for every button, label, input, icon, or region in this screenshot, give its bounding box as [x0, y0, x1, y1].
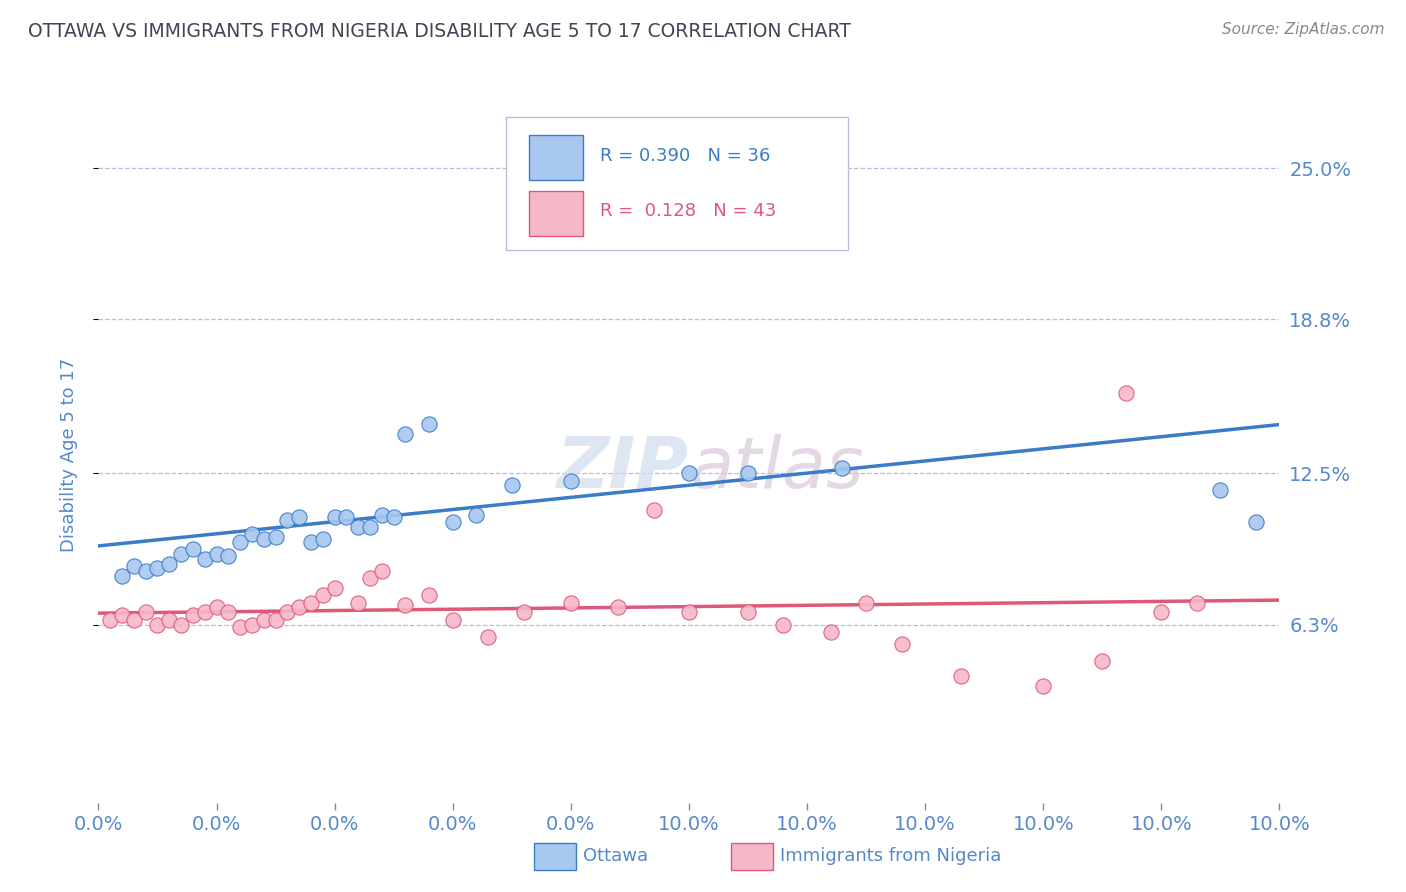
- Point: [122, 613, 145, 627]
- Point: [323, 581, 346, 595]
- Point: [312, 532, 335, 546]
- Point: [347, 596, 370, 610]
- Point: [560, 596, 582, 610]
- Text: OTTAWA VS IMMIGRANTS FROM NIGERIA DISABILITY AGE 5 TO 17 CORRELATION CHART: OTTAWA VS IMMIGRANTS FROM NIGERIA DISABI…: [28, 22, 851, 41]
- Point: [619, 235, 641, 249]
- Point: [135, 606, 157, 620]
- Point: [253, 613, 276, 627]
- Point: [205, 600, 228, 615]
- Y-axis label: Disability Age 5 to 17: Disability Age 5 to 17: [59, 358, 77, 552]
- Point: [205, 547, 228, 561]
- Point: [737, 606, 759, 620]
- Text: atlas: atlas: [689, 434, 863, 503]
- Point: [264, 530, 287, 544]
- Text: ZIP: ZIP: [557, 434, 689, 503]
- Point: [240, 617, 263, 632]
- Text: Immigrants from Nigeria: Immigrants from Nigeria: [780, 847, 1001, 865]
- Point: [560, 474, 582, 488]
- Text: Ottawa: Ottawa: [583, 847, 648, 865]
- Point: [441, 613, 464, 627]
- Point: [299, 534, 322, 549]
- Point: [831, 461, 853, 475]
- Point: [170, 547, 193, 561]
- Point: [170, 617, 193, 632]
- Point: [240, 527, 263, 541]
- Bar: [530, 135, 582, 180]
- Point: [1032, 679, 1054, 693]
- Point: [1209, 483, 1232, 498]
- Text: R = 0.390   N = 36: R = 0.390 N = 36: [600, 147, 770, 165]
- Point: [359, 520, 381, 534]
- Point: [371, 508, 394, 522]
- Point: [418, 588, 440, 602]
- Point: [359, 571, 381, 585]
- Point: [1185, 596, 1208, 610]
- Point: [229, 534, 252, 549]
- Point: [323, 510, 346, 524]
- Text: R =  0.128   N = 43: R = 0.128 N = 43: [600, 202, 776, 220]
- Point: [855, 596, 877, 610]
- Point: [194, 606, 217, 620]
- Point: [1115, 385, 1137, 400]
- Point: [157, 557, 180, 571]
- Point: [229, 620, 252, 634]
- Point: [890, 637, 912, 651]
- Point: [217, 549, 239, 564]
- Point: [678, 467, 700, 481]
- Point: [643, 503, 665, 517]
- Point: [146, 561, 169, 575]
- Point: [335, 510, 357, 524]
- FancyBboxPatch shape: [506, 118, 848, 250]
- Point: [1091, 654, 1114, 668]
- Point: [772, 617, 794, 632]
- Point: [288, 600, 311, 615]
- Point: [394, 427, 416, 442]
- Point: [678, 606, 700, 620]
- Point: [253, 532, 276, 546]
- Point: [146, 617, 169, 632]
- Point: [477, 630, 499, 644]
- Point: [122, 559, 145, 574]
- Point: [98, 613, 121, 627]
- Point: [949, 669, 972, 683]
- Point: [181, 607, 204, 622]
- Point: [465, 508, 488, 522]
- Point: [441, 515, 464, 529]
- Point: [1150, 606, 1173, 620]
- Point: [394, 598, 416, 612]
- Point: [217, 606, 239, 620]
- Point: [299, 596, 322, 610]
- Point: [264, 613, 287, 627]
- Bar: [530, 191, 582, 235]
- Point: [312, 588, 335, 602]
- Point: [737, 467, 759, 481]
- Point: [371, 564, 394, 578]
- Point: [181, 541, 204, 556]
- Point: [347, 520, 370, 534]
- Point: [1244, 515, 1267, 529]
- Point: [501, 478, 523, 492]
- Point: [157, 613, 180, 627]
- Point: [418, 417, 440, 432]
- Point: [111, 568, 134, 582]
- Point: [111, 607, 134, 622]
- Point: [288, 510, 311, 524]
- Point: [194, 551, 217, 566]
- Point: [135, 564, 157, 578]
- Point: [607, 600, 630, 615]
- Point: [512, 606, 534, 620]
- Point: [276, 606, 298, 620]
- Point: [276, 513, 298, 527]
- Point: [820, 624, 842, 639]
- Text: Source: ZipAtlas.com: Source: ZipAtlas.com: [1222, 22, 1385, 37]
- Point: [382, 510, 405, 524]
